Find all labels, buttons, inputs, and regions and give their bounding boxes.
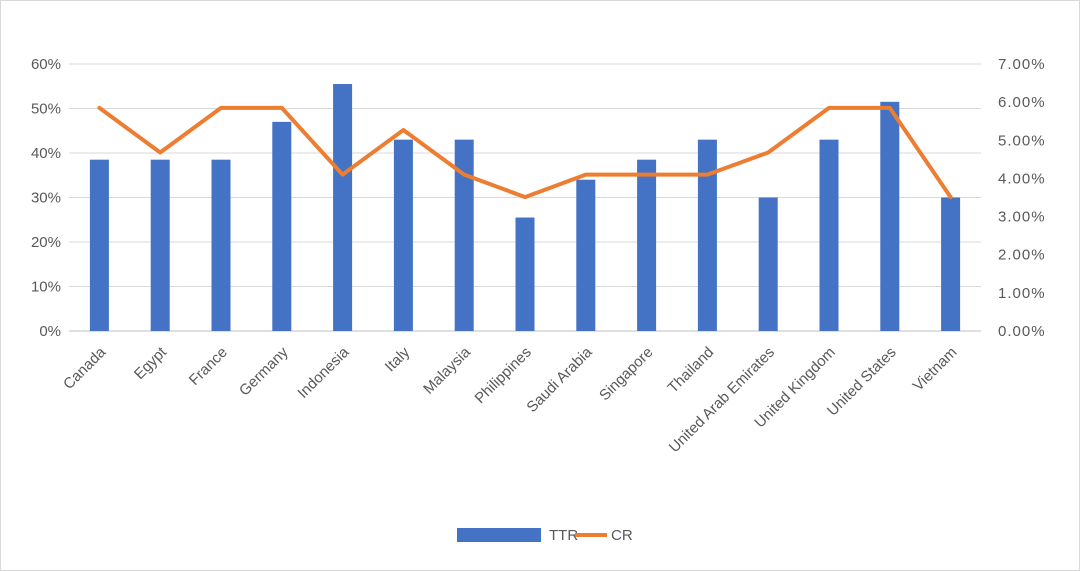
left-axis-tick-label: 60% xyxy=(31,56,61,73)
left-axis-tick-label: 20% xyxy=(31,234,61,251)
ttr-bar xyxy=(941,197,961,331)
category-label: United Arab Emirates xyxy=(666,344,778,456)
category-label: Singapore xyxy=(596,344,656,404)
right-y-axis: 0.00% 1.00% 2.00% 3.00% 4.00% 5.00% 6.00% 7.00% xyxy=(998,56,1046,340)
ttr-bars xyxy=(89,84,961,332)
category-label: Philippines xyxy=(472,344,535,407)
ttr-bar xyxy=(637,159,657,331)
category-label: Indonesia xyxy=(294,343,352,401)
left-axis-tick-label: 30% xyxy=(31,190,61,207)
category-label: Malaysia xyxy=(420,343,474,397)
right-axis-tick-label: 4.00% xyxy=(998,170,1046,187)
legend: TTR CR xyxy=(457,527,633,544)
ttr-bar xyxy=(272,121,292,331)
category-label: Egypt xyxy=(131,343,171,383)
category-label: Thailand xyxy=(665,344,718,397)
left-axis-tick-label: 40% xyxy=(31,145,61,162)
category-label: Vietnam xyxy=(910,344,961,395)
left-axis-tick-label: 50% xyxy=(31,101,61,118)
ttr-bar xyxy=(515,217,535,331)
x-axis-category-labels: Canada Egypt France Germany Indonesia Italy Ma… xyxy=(60,343,960,456)
cr-line xyxy=(97,105,953,200)
left-axis-tick-label: 10% xyxy=(31,279,61,296)
right-axis-tick-label: 1.00% xyxy=(998,285,1046,302)
ttr-bar xyxy=(758,197,778,331)
left-y-axis: 0% 10% 20% 30% 40% 50% 60% xyxy=(31,56,61,340)
ttr-bar xyxy=(89,159,109,331)
ttr-bar xyxy=(697,139,717,331)
ttr-bar xyxy=(819,139,839,331)
left-axis-tick-label: 0% xyxy=(39,323,61,340)
legend-label-ttr: TTR xyxy=(549,527,578,544)
right-axis-tick-label: 5.00% xyxy=(998,132,1046,149)
ttr-bar xyxy=(211,159,231,331)
ttr-bar xyxy=(393,139,413,331)
right-axis-tick-label: 6.00% xyxy=(998,94,1046,111)
category-label: Italy xyxy=(382,343,414,375)
category-label: France xyxy=(186,344,231,389)
right-axis-tick-label: 3.00% xyxy=(998,209,1046,226)
right-axis-tick-label: 7.00% xyxy=(998,56,1046,73)
right-axis-tick-label: 2.00% xyxy=(998,247,1046,264)
ttr-bar xyxy=(454,139,474,331)
ttr-bar xyxy=(150,159,170,331)
cr-series-line xyxy=(97,105,953,200)
legend-swatch-ttr xyxy=(457,528,541,542)
ttr-bar xyxy=(576,179,596,331)
category-label: Germany xyxy=(236,343,292,399)
ttr-bar xyxy=(880,101,900,331)
legend-label-cr: CR xyxy=(611,527,633,544)
right-axis-tick-label: 0.00% xyxy=(998,323,1046,340)
category-label: Canada xyxy=(60,343,110,393)
category-label: Saudi Arabia xyxy=(523,343,596,416)
ttr-bar xyxy=(333,84,353,332)
